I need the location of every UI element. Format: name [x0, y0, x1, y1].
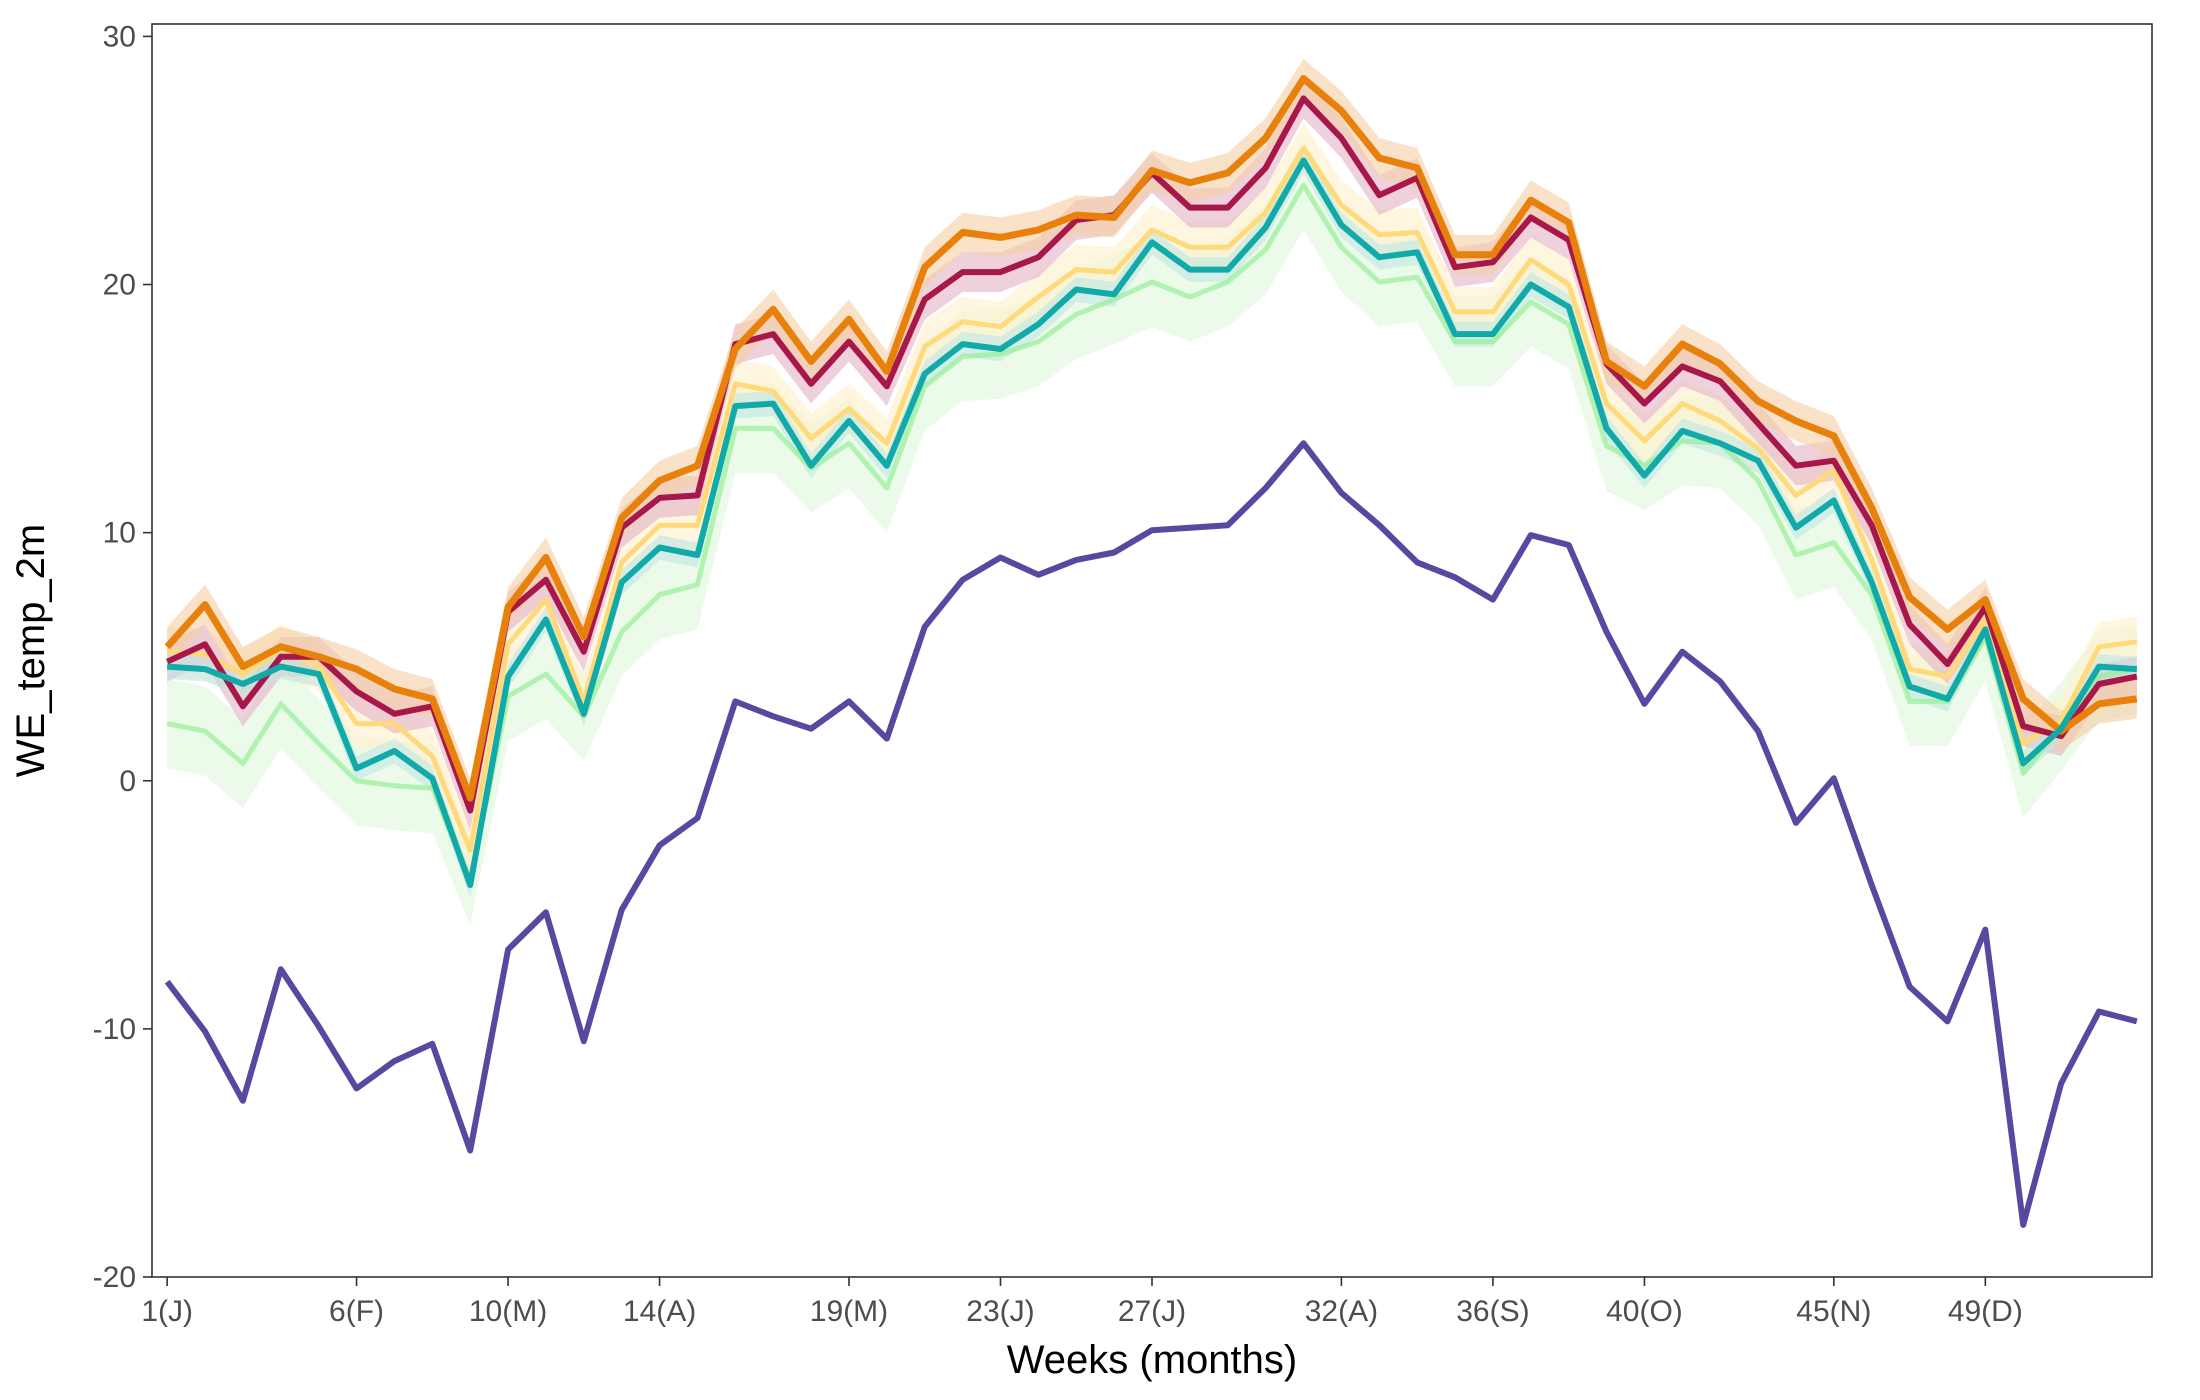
x-tick-label: 10(M)	[469, 1295, 547, 1328]
x-tick-label: 40(O)	[1606, 1295, 1683, 1328]
series-4-line	[164, 75, 2138, 802]
x-tick-label: 6(F)	[329, 1295, 384, 1328]
confidence-bands	[167, 58, 2137, 925]
y-tick-label: 10	[103, 517, 136, 550]
x-tick-label: 19(M)	[810, 1295, 888, 1328]
series-lines	[164, 75, 2138, 1228]
x-tick-label: 14(A)	[623, 1295, 696, 1328]
x-axis-title: Weeks (months)	[1007, 1338, 1297, 1382]
y-tick-label: 20	[103, 269, 136, 302]
series-6-line	[164, 440, 2138, 1228]
x-tick-label: 1(J)	[141, 1295, 193, 1328]
series-5-line	[167, 157, 2137, 888]
y-axis-title: WE_temp_2m	[9, 524, 53, 777]
y-tick-label: 30	[103, 20, 136, 53]
series-2-line	[167, 145, 2138, 853]
series-1-band	[167, 140, 2137, 925]
x-tick-label: 45(N)	[1796, 1295, 1871, 1328]
x-tick-label: 27(J)	[1118, 1295, 1186, 1328]
x-tick-label: 23(J)	[966, 1295, 1034, 1328]
x-tick-label: 36(S)	[1456, 1295, 1529, 1328]
x-axis: 1(J) 6(F) 10(M) 14(A) 19(M) 23(J) 27(J) 32(A) 36…	[141, 1277, 2023, 1328]
x-tick-label: 32(A)	[1305, 1295, 1378, 1328]
y-tick-label: -10	[93, 1013, 136, 1046]
x-tick-label: 49(D)	[1948, 1295, 2023, 1328]
y-tick-label: -20	[93, 1261, 136, 1294]
y-axis: 30 20 10 0 -10 -20	[93, 20, 152, 1294]
y-tick-label: 0	[119, 765, 136, 798]
